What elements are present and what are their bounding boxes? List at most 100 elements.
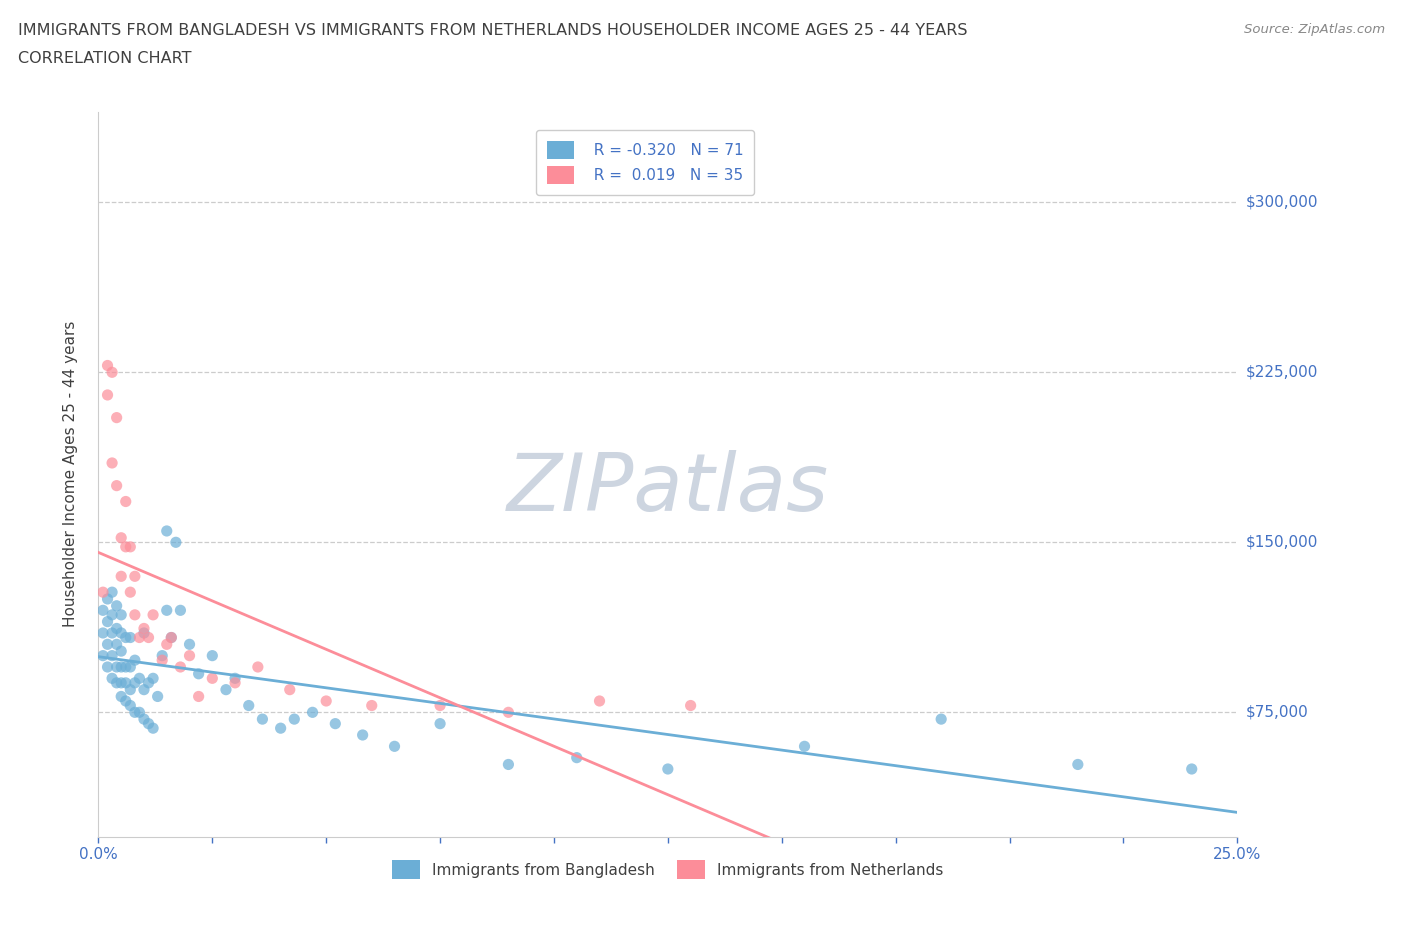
Point — [114, 675, 136, 690]
Point — [91, 648, 114, 663]
Point — [110, 644, 132, 658]
Point — [101, 585, 124, 600]
Point — [270, 721, 292, 736]
Point — [252, 711, 274, 726]
Point — [120, 585, 142, 600]
Point — [120, 698, 142, 713]
Point — [114, 694, 136, 709]
Text: $75,000: $75,000 — [1246, 705, 1309, 720]
Point — [128, 671, 150, 685]
Point — [105, 598, 128, 613]
Text: CORRELATION CHART: CORRELATION CHART — [18, 51, 191, 66]
Point — [201, 648, 224, 663]
Point — [283, 711, 305, 726]
Point — [142, 671, 165, 685]
Point — [120, 539, 142, 554]
Point — [793, 738, 815, 753]
Point — [114, 539, 136, 554]
Point — [679, 698, 702, 713]
Point — [124, 569, 146, 584]
Point — [187, 667, 209, 682]
Point — [105, 659, 128, 674]
Text: IMMIGRANTS FROM BANGLADESH VS IMMIGRANTS FROM NETHERLANDS HOUSEHOLDER INCOME AGE: IMMIGRANTS FROM BANGLADESH VS IMMIGRANTS… — [18, 23, 967, 38]
Point — [498, 705, 520, 720]
Text: $300,000: $300,000 — [1246, 194, 1317, 210]
Point — [165, 535, 187, 550]
Legend: Immigrants from Bangladesh, Immigrants from Netherlands: Immigrants from Bangladesh, Immigrants f… — [380, 848, 956, 891]
Point — [315, 694, 337, 709]
Point — [360, 698, 382, 713]
Point — [150, 653, 173, 668]
Point — [110, 569, 132, 584]
Point — [278, 683, 301, 698]
Point — [132, 683, 155, 698]
Point — [132, 626, 155, 641]
Point — [114, 631, 136, 645]
Point — [105, 410, 128, 425]
Text: ZIPatlas: ZIPatlas — [506, 450, 830, 528]
Point — [124, 675, 146, 690]
Point — [146, 689, 169, 704]
Point — [91, 626, 114, 641]
Point — [150, 648, 173, 663]
Point — [179, 648, 201, 663]
Point — [156, 524, 179, 538]
Point — [110, 626, 132, 641]
Point — [101, 671, 124, 685]
Point — [110, 689, 132, 704]
Point — [101, 365, 124, 379]
Point — [96, 637, 118, 652]
Point — [101, 648, 124, 663]
Point — [91, 585, 114, 600]
Point — [142, 607, 165, 622]
Point — [124, 705, 146, 720]
Point — [110, 675, 132, 690]
Point — [120, 683, 142, 698]
Point — [114, 494, 136, 509]
Point — [110, 530, 132, 545]
Point — [105, 637, 128, 652]
Point — [138, 675, 160, 690]
Y-axis label: Householder Income Ages 25 - 44 years: Householder Income Ages 25 - 44 years — [63, 321, 77, 628]
Point — [101, 607, 124, 622]
Point — [1181, 762, 1204, 777]
Point — [246, 659, 269, 674]
Point — [124, 607, 146, 622]
Point — [498, 757, 520, 772]
Point — [96, 388, 118, 403]
Point — [96, 614, 118, 629]
Point — [101, 626, 124, 641]
Point — [169, 659, 191, 674]
Point — [323, 716, 346, 731]
Point — [215, 683, 238, 698]
Point — [91, 603, 114, 618]
Point — [120, 631, 142, 645]
Point — [238, 698, 260, 713]
Point — [179, 637, 201, 652]
Point — [132, 621, 155, 636]
Point — [128, 705, 150, 720]
Point — [156, 603, 179, 618]
Point — [96, 358, 118, 373]
Point — [657, 762, 679, 777]
Point — [429, 698, 451, 713]
Point — [142, 721, 165, 736]
Point — [169, 603, 191, 618]
Point — [132, 711, 155, 726]
Point — [105, 675, 128, 690]
Point — [128, 631, 150, 645]
Point — [1067, 757, 1090, 772]
Point — [96, 591, 118, 606]
Point — [429, 716, 451, 731]
Point — [187, 689, 209, 704]
Point — [156, 637, 179, 652]
Point — [301, 705, 323, 720]
Point — [352, 727, 374, 742]
Point — [124, 653, 146, 668]
Point — [114, 659, 136, 674]
Text: Source: ZipAtlas.com: Source: ZipAtlas.com — [1244, 23, 1385, 36]
Text: $225,000: $225,000 — [1246, 365, 1317, 379]
Point — [138, 716, 160, 731]
Point — [384, 738, 406, 753]
Point — [929, 711, 952, 726]
